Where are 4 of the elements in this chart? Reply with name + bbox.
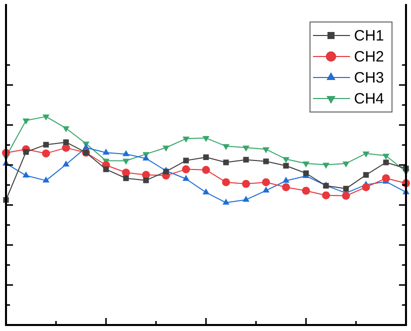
legend-label: CH1 bbox=[354, 28, 384, 45]
legend-label: CH3 bbox=[354, 70, 384, 87]
legend-label: CH4 bbox=[354, 90, 384, 108]
legend-label: CH2 bbox=[354, 48, 384, 66]
